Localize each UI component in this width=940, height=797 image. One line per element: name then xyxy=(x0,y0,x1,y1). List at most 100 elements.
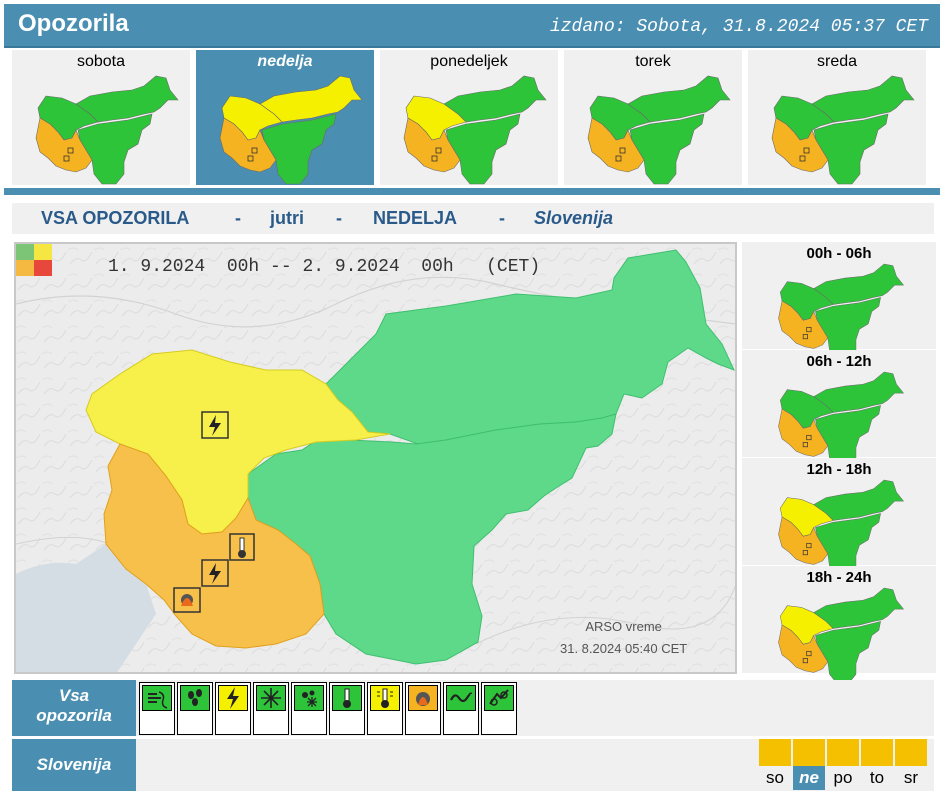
day-warning-level xyxy=(793,739,825,766)
day-tab-label: sreda xyxy=(816,53,858,70)
time-slot-selector: 00h - 06h 06h - 12h 12h - 18h 18h - 24h xyxy=(742,242,936,684)
map-credit: ARSO vreme 31. 8.2024 05:40 CET xyxy=(560,616,687,660)
warning-marker xyxy=(806,326,812,333)
time-slot[interactable]: 00h - 06h xyxy=(742,242,936,360)
warning-marker xyxy=(431,155,438,162)
day-tab-ponedeljek[interactable]: ponedeljek xyxy=(380,50,558,185)
forest-fire-icon xyxy=(408,685,438,711)
warning-marker xyxy=(251,147,258,154)
region-day-label[interactable]: to xyxy=(869,768,885,787)
region-shape xyxy=(778,624,829,673)
region-label: Slovenija xyxy=(12,739,136,791)
region-shape xyxy=(35,117,93,173)
slovenia-thumbnail-map xyxy=(778,479,905,576)
legend-swatch xyxy=(16,244,34,260)
warning-marker xyxy=(63,155,70,162)
warning-type-button[interactable] xyxy=(367,682,403,735)
all-warnings-label-line1: Vsa xyxy=(58,686,90,705)
all-warnings-label: Vsa opozorila xyxy=(12,680,136,736)
coastal-event-icon xyxy=(446,685,476,711)
subtitle-when: jutri xyxy=(270,208,304,228)
warning-marker xyxy=(806,650,812,657)
region-shape xyxy=(778,300,829,349)
slovenia-map xyxy=(16,244,735,672)
period-separator: -- xyxy=(270,257,292,277)
slovenia-thumbnail-map xyxy=(403,75,547,185)
region-shape xyxy=(403,117,461,173)
region-day-label[interactable]: ne xyxy=(793,766,825,790)
slovenia-thumbnail-map xyxy=(587,75,731,185)
legend-swatch xyxy=(34,260,52,276)
day-warning-level xyxy=(895,739,927,766)
warning-type-button[interactable] xyxy=(481,682,517,735)
subtitle-dash: - xyxy=(235,208,241,228)
day-warning-level xyxy=(861,739,893,766)
slovenia-thumbnail-map xyxy=(219,75,363,185)
thunderstorm-icon xyxy=(201,559,229,587)
subtitle-dash: - xyxy=(336,208,342,228)
day-tab-label: sobota xyxy=(76,53,126,70)
main-warning-map[interactable]: 1. 9.2024 00h -- 2. 9.2024 00h (CET) ARS… xyxy=(14,242,737,674)
region-day-label[interactable]: so xyxy=(766,768,784,787)
warning-type-button[interactable] xyxy=(329,682,365,735)
warning-type-button[interactable] xyxy=(215,682,251,735)
slovenia-thumbnail-map xyxy=(771,75,915,185)
region-shape xyxy=(813,587,905,629)
warning-marker xyxy=(799,155,806,162)
region-shape xyxy=(219,117,277,173)
slovenia-thumbnail-map xyxy=(35,75,179,185)
time-slot-label: 18h - 24h xyxy=(806,569,872,586)
region-shape xyxy=(813,479,905,521)
legend-swatch xyxy=(34,244,52,260)
page-title: Opozorila xyxy=(18,10,129,37)
warning-marker xyxy=(615,155,622,162)
day-warning-level xyxy=(759,739,791,766)
period-to: 2. 9.2024 00h xyxy=(302,257,454,277)
day-selector: sobota nedelja ponedeljek torek sreda xyxy=(12,50,938,186)
region-day-label[interactable]: po xyxy=(833,768,853,787)
region-shape xyxy=(811,75,915,123)
slovenia-thumbnail-map xyxy=(778,371,905,468)
warning-type-button[interactable] xyxy=(443,682,479,735)
region-shape xyxy=(813,371,905,413)
thunderstorm-icon xyxy=(218,685,248,711)
warning-marker xyxy=(802,334,808,340)
region-shape xyxy=(443,75,547,123)
region-shape xyxy=(75,75,179,123)
day-tab-sreda[interactable]: sreda xyxy=(748,50,926,185)
warning-type-button[interactable] xyxy=(291,682,327,735)
region-shape xyxy=(813,263,905,305)
day-tab-torek[interactable]: torek xyxy=(564,50,742,185)
warning-marker xyxy=(806,542,812,549)
warning-type-button[interactable] xyxy=(405,682,441,735)
region-row: Slovenija so ne po to sr xyxy=(12,739,934,791)
warning-type-button[interactable] xyxy=(253,682,289,735)
all-warnings-row: Vsa opozorila xyxy=(12,680,934,736)
snow-icon xyxy=(256,685,286,711)
issued-timestamp: izdano: Sobota, 31.8.2024 05:37 CET xyxy=(549,17,928,37)
warning-type-button[interactable] xyxy=(139,682,175,735)
warning-marker xyxy=(802,550,808,556)
time-slot[interactable]: 18h - 24h xyxy=(742,566,936,684)
time-slot[interactable]: 06h - 12h xyxy=(742,350,936,468)
warning-marker xyxy=(247,155,254,162)
thunderstorm-icon xyxy=(201,411,229,439)
warning-type-button[interactable] xyxy=(177,682,213,735)
region-day-label[interactable]: sr xyxy=(903,768,919,787)
warning-marker xyxy=(802,658,808,664)
subtitle-dash: - xyxy=(499,208,505,228)
wind-icon xyxy=(142,685,172,711)
snow-ice-icon xyxy=(294,685,324,711)
validity-period: 1. 9.2024 00h -- 2. 9.2024 00h (CET) xyxy=(108,257,540,277)
warning-marker xyxy=(806,434,812,441)
slovenia-thumbnail-map xyxy=(778,263,905,360)
sea-area xyxy=(16,544,156,672)
day-tab-nedelja[interactable]: nedelja xyxy=(196,50,374,185)
warning-marker xyxy=(802,442,808,448)
day-tab-sobota[interactable]: sobota xyxy=(12,50,190,185)
region-shape xyxy=(778,516,829,565)
time-slot[interactable]: 12h - 18h xyxy=(742,458,936,576)
high-temperature-icon xyxy=(229,533,255,561)
legend-swatch xyxy=(16,260,34,276)
subtitle-day: NEDELJA xyxy=(373,208,458,228)
